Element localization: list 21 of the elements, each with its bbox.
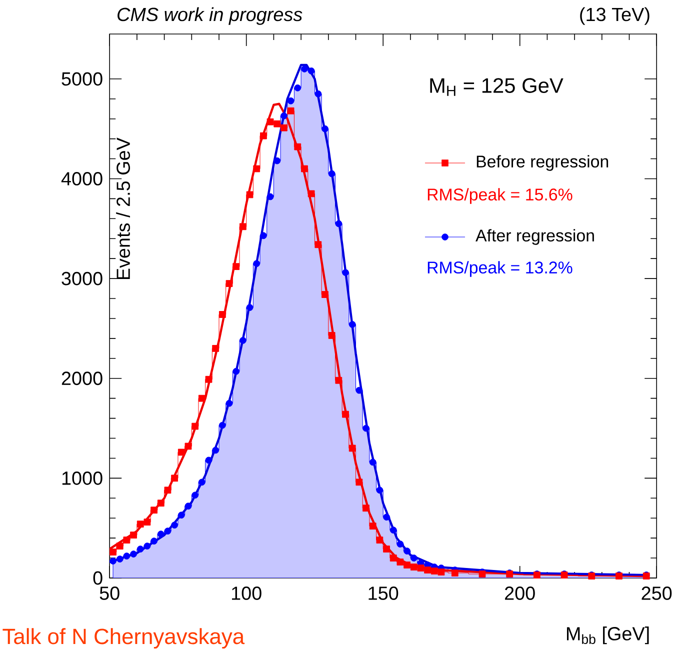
- chart-title: CMS work in progress: [118, 7, 302, 25]
- y-tick-label: 2000: [62, 372, 102, 386]
- y-tick-label: 0: [93, 571, 102, 585]
- annotation: RMS/peak = 13.2%: [428, 261, 572, 277]
- annotation: M$_{H}$ = 125 GeV: [430, 78, 564, 96]
- y-axis-title: Events / 2.5 GeV: [116, 138, 130, 280]
- x-tick-label: 150: [368, 586, 398, 600]
- x-tick-label: 250: [642, 586, 672, 600]
- x-tick-label: 200: [505, 586, 535, 600]
- text: (13 TeV): [580, 7, 650, 25]
- text: Talk of N Chernyavskaya: [2, 628, 245, 649]
- x-tick-label: 50: [100, 586, 120, 600]
- annotation: RMS/peak = 15.6%: [428, 188, 572, 204]
- legend-label: Before regression: [476, 155, 608, 171]
- legend-label: After regression: [476, 229, 594, 245]
- y-tick-label: 5000: [62, 72, 102, 86]
- x-tick-label: 100: [232, 586, 262, 600]
- y-tick-label: 4000: [61, 172, 102, 186]
- x-axis-title: M$_{bb}$ [GeV]: [566, 626, 649, 644]
- y-tick-label: 1000: [62, 471, 102, 485]
- y-tick-label: 3000: [62, 272, 102, 286]
